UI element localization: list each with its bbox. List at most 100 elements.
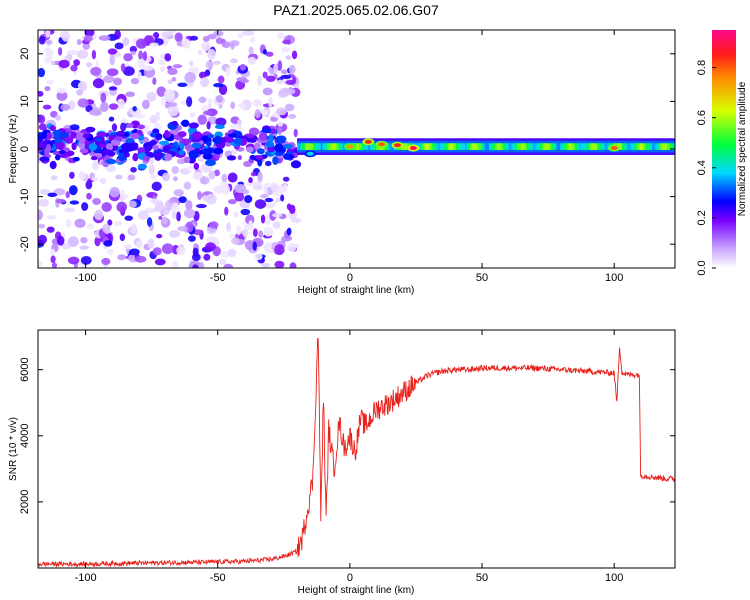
heatmap-band-cell (588, 143, 592, 150)
heatmap-band-cell (625, 143, 628, 150)
heatmap-cell (152, 247, 162, 256)
heatmap-cell (268, 134, 274, 143)
heatmap-cell (42, 104, 52, 110)
heatmap-cell (88, 109, 101, 116)
heatmap-cell (230, 124, 241, 129)
heatmap-band-cell (385, 143, 389, 150)
heatmap-band-cell (322, 143, 325, 150)
heatmap-cell (207, 134, 215, 139)
heatmap-cell (275, 135, 286, 144)
heatmap-band-cell (484, 143, 487, 150)
heatmap-cell (198, 71, 207, 79)
heatmap-cell (38, 234, 48, 245)
snr-y-label: SNR (10 * v/v) (8, 417, 19, 481)
heatmap-band-cell (546, 143, 549, 150)
heatmap-cell (188, 235, 196, 242)
heatmap-band-cell (649, 143, 652, 150)
heatmap-peak (610, 146, 618, 151)
heatmap-cell (291, 50, 298, 60)
heatmap-cell (164, 153, 173, 161)
heatmap-cell (217, 75, 225, 84)
heatmap-cell (105, 143, 113, 151)
heatmap-cell (69, 124, 80, 131)
heatmap-cell (90, 156, 98, 161)
heatmap-cell (107, 219, 113, 226)
heatmap-cell (88, 143, 98, 151)
heatmap-cell (214, 124, 225, 130)
heatmap-band-cell (327, 143, 330, 150)
heatmap-band-cell (496, 143, 500, 150)
heatmap-cell (265, 51, 274, 57)
heatmap-cell (130, 223, 137, 235)
heatmap-cell (164, 129, 170, 138)
heatmap-band-cell (487, 143, 490, 150)
heatmap-band-cell (652, 143, 655, 150)
heatmap-band-cell (493, 143, 496, 150)
heatmap-cell (120, 63, 126, 72)
heatmap-cell (218, 258, 227, 265)
heatmap-cell (225, 66, 231, 77)
spectrogram-x-ticks: -100 -50 0 50 100 (75, 30, 623, 284)
heatmap-cell (161, 31, 173, 38)
heatmap-cell (202, 152, 213, 160)
heatmap-cell (236, 225, 242, 236)
heatmap-band-cell (587, 143, 590, 150)
heatmap-band-cell (634, 143, 638, 150)
heatmap-band-cell (406, 143, 409, 150)
heatmap-cell (70, 64, 78, 72)
heatmap-cell (189, 112, 196, 118)
heatmap-cell (46, 79, 54, 85)
heatmap-cell (143, 155, 151, 162)
heatmap-cell (84, 30, 95, 37)
heatmap-cell (285, 79, 296, 85)
heatmap-band-cell (298, 143, 301, 150)
heatmap-cell (144, 146, 152, 152)
heatmap-cell (262, 87, 273, 96)
heatmap-band-cell (297, 143, 300, 150)
heatmap-cell (46, 215, 57, 220)
heatmap-cell (91, 177, 99, 182)
heatmap-cell (56, 235, 65, 246)
heatmap-cell (82, 133, 92, 139)
heatmap-band-cell (647, 143, 650, 150)
heatmap-cell (265, 75, 276, 82)
heatmap-cell (221, 173, 228, 183)
heatmap-cell (67, 236, 79, 247)
heatmap-cell (248, 177, 253, 184)
heatmap-cell (117, 254, 127, 261)
heatmap-cell (218, 103, 223, 109)
heatmap-band-cell (642, 143, 645, 150)
heatmap-band-cell (563, 143, 566, 150)
heatmap-cell (105, 164, 116, 173)
heatmap-cell (125, 91, 136, 98)
heatmap-cell (148, 164, 155, 176)
heatmap-cell (272, 213, 283, 218)
spectrogram-xtick-label: 100 (605, 272, 623, 284)
spectrogram-y-ticks: -20 -10 0 10 20 (19, 48, 675, 252)
heatmap-cell (109, 187, 120, 198)
heatmap-band-cell (474, 143, 477, 150)
heatmap-band-cell (534, 143, 538, 150)
heatmap-cell (167, 105, 179, 117)
heatmap-cell (275, 107, 287, 116)
snr-x-ticks: -100 -50 0 50 100 (75, 330, 623, 584)
heatmap-band-cell (539, 143, 542, 150)
spectrogram-ytick-label: 20 (19, 48, 31, 60)
heatmap-band-cell (357, 143, 360, 150)
heatmap-band-cell (479, 143, 482, 150)
heatmap-cell (240, 208, 251, 216)
heatmap-band-cell (323, 143, 327, 150)
heatmap-cell (250, 172, 257, 177)
heatmap-cell (192, 229, 203, 236)
heatmap-cell (178, 196, 187, 204)
heatmap-cell (76, 38, 82, 45)
heatmap-band-cell (500, 143, 503, 150)
snr-xtick-label: -100 (75, 572, 97, 584)
heatmap-band-cell (618, 143, 622, 150)
snr-xtick-label: 100 (605, 572, 623, 584)
colorbar-label: Normalized spectral amplitude (737, 81, 748, 216)
heatmap-cell (202, 148, 213, 155)
heatmap-band-cell (657, 143, 660, 150)
heatmap-band-cell (568, 143, 571, 150)
heatmap-cell (154, 200, 165, 212)
